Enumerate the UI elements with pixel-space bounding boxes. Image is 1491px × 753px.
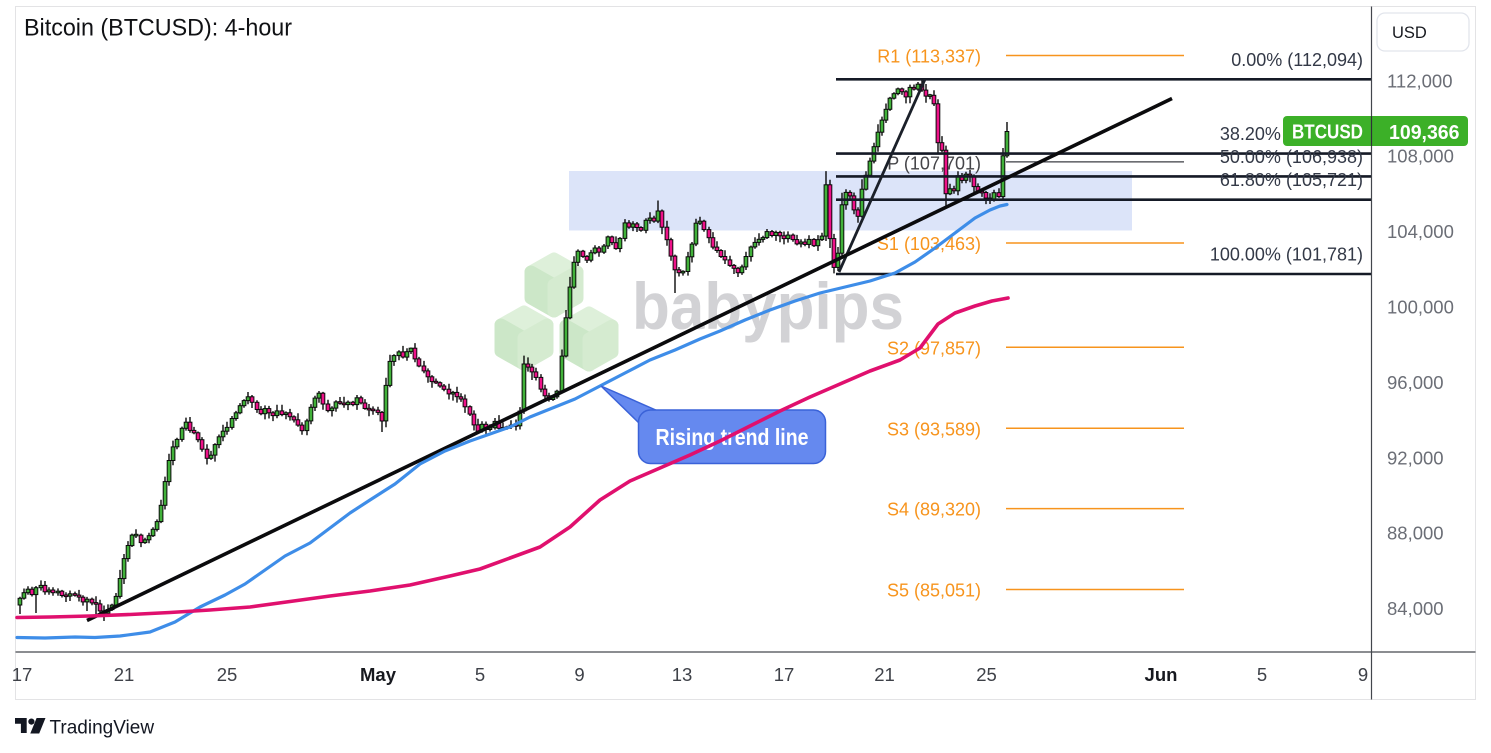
svg-text:96,000: 96,000 [1387,372,1444,393]
svg-text:S3 (93,589): S3 (93,589) [887,419,981,439]
svg-text:USD: USD [1392,24,1427,42]
svg-text:100.00% (101,781): 100.00% (101,781) [1210,245,1363,265]
svg-text:Bitcoin (BTCUSD): 4-hour: Bitcoin (BTCUSD): 4-hour [24,15,292,42]
svg-text:84,000: 84,000 [1387,598,1444,619]
svg-text:S5 (85,051): S5 (85,051) [887,581,981,601]
svg-text:25: 25 [217,664,238,685]
svg-text:S4 (89,320): S4 (89,320) [887,500,981,520]
svg-text:104,000: 104,000 [1387,221,1454,242]
svg-text:92,000: 92,000 [1387,448,1444,469]
svg-text:BTCUSD: BTCUSD [1292,122,1363,144]
svg-text:9: 9 [574,664,584,685]
svg-text:21: 21 [874,664,895,685]
svg-text:P (107,701): P (107,701) [887,154,981,174]
svg-text:61.80% (105,721): 61.80% (105,721) [1220,170,1363,190]
svg-text:17: 17 [774,664,795,685]
svg-text:R1 (113,337): R1 (113,337) [877,47,981,67]
svg-text:21: 21 [114,664,135,685]
svg-text:50.00% (106,938): 50.00% (106,938) [1220,147,1363,167]
svg-text:TradingView: TradingView [50,718,155,739]
svg-text:13: 13 [672,664,693,685]
svg-text:5: 5 [1257,664,1267,685]
svg-text:S2 (97,857): S2 (97,857) [887,338,981,358]
svg-text:S1 (103,463): S1 (103,463) [877,234,981,254]
svg-text:108,000: 108,000 [1387,146,1454,167]
svg-text:Jun: Jun [1145,664,1178,685]
svg-text:babypips: babypips [632,269,904,343]
svg-text:0.00% (112,094): 0.00% (112,094) [1231,50,1363,70]
svg-text:109,366: 109,366 [1389,121,1460,144]
svg-text:25: 25 [976,664,997,685]
svg-text:May: May [360,664,397,685]
svg-text:5: 5 [475,664,485,685]
svg-text:9: 9 [1358,664,1368,685]
svg-text:100,000: 100,000 [1387,297,1454,318]
svg-text:112,000: 112,000 [1387,71,1453,92]
svg-text:88,000: 88,000 [1387,523,1444,544]
svg-text:17: 17 [12,664,33,685]
